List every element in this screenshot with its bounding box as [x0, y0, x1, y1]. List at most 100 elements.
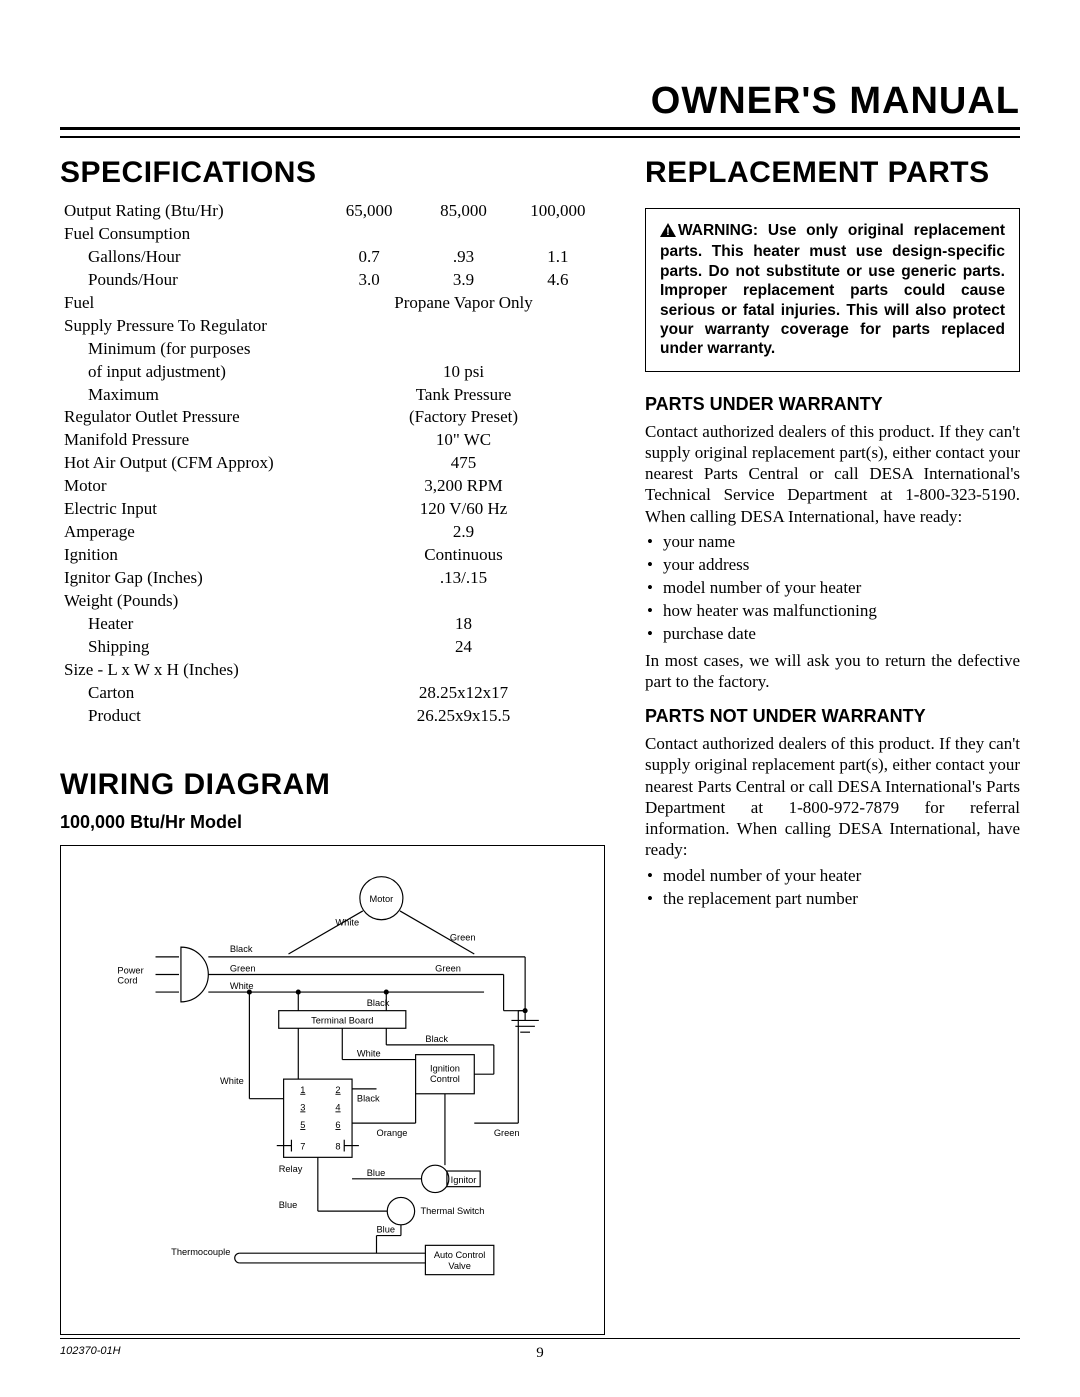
- spec-value: 26.25x9x15.5: [322, 705, 605, 728]
- table-row: Ignitor Gap (Inches).13/.15: [60, 567, 605, 590]
- spec-label: Supply Pressure To Regulator: [60, 315, 322, 338]
- specifications-heading: SPECIFICATIONS: [60, 156, 605, 190]
- spec-value: 18: [322, 613, 605, 636]
- spec-label: Motor: [60, 475, 322, 498]
- spec-value: [511, 223, 605, 246]
- spec-value: [322, 315, 416, 338]
- spec-label: Heater: [60, 613, 322, 636]
- list-item: the replacement part number: [645, 888, 1020, 911]
- svg-text:Orange: Orange: [377, 1127, 408, 1137]
- spec-label: Output Rating (Btu/Hr): [60, 200, 322, 223]
- svg-text:8: 8: [335, 1141, 340, 1151]
- spec-value: Tank Pressure: [322, 384, 605, 407]
- spec-label: Carton: [60, 682, 322, 705]
- svg-text:Blue: Blue: [377, 1224, 396, 1234]
- list-item: model number of your heater: [645, 865, 1020, 888]
- svg-text:Green: Green: [450, 932, 476, 942]
- svg-text:7: 7: [300, 1141, 305, 1151]
- table-row: Shipping24: [60, 636, 605, 659]
- parts-not-under-warranty-text: Contact authorized dealers of this produ…: [645, 733, 1020, 861]
- spec-label: Maximum: [60, 384, 322, 407]
- list-item: your name: [645, 531, 1020, 554]
- table-row: Minimum (for purposes: [60, 338, 605, 361]
- spec-label: Electric Input: [60, 498, 322, 521]
- svg-text:Relay: Relay: [279, 1164, 303, 1174]
- wiring-heading: WIRING DIAGRAM: [60, 768, 605, 802]
- spec-label: Hot Air Output (CFM Approx): [60, 452, 322, 475]
- svg-text:Control: Control: [430, 1074, 460, 1084]
- table-row: Output Rating (Btu/Hr)65,00085,000100,00…: [60, 200, 605, 223]
- svg-text:White: White: [220, 1076, 244, 1086]
- list-item: your address: [645, 554, 1020, 577]
- svg-text:Blue: Blue: [279, 1200, 298, 1210]
- table-row: Amperage2.9: [60, 521, 605, 544]
- svg-text:Thermal Switch: Thermal Switch: [421, 1206, 485, 1216]
- warning-icon: !: [660, 223, 676, 242]
- wiring-diagram: Motor White Green Power Cord: [60, 845, 605, 1335]
- spec-value: Propane Vapor Only: [322, 292, 605, 315]
- warning-box: ! WARNING: Use only original replacement…: [645, 208, 1020, 372]
- spec-value: 28.25x12x17: [322, 682, 605, 705]
- svg-text:5: 5: [300, 1120, 305, 1130]
- svg-text:Auto Control: Auto Control: [434, 1250, 486, 1260]
- page-title: OWNER'S MANUAL: [60, 80, 1020, 123]
- header-rule-bottom: [60, 136, 1020, 138]
- table-row: Product26.25x9x15.5: [60, 705, 605, 728]
- spec-label: Fuel Consumption: [60, 223, 322, 246]
- spec-value: 3.0: [322, 269, 416, 292]
- spec-value: 1.1: [511, 246, 605, 269]
- spec-value: 85,000: [416, 200, 510, 223]
- list-item: model number of your heater: [645, 577, 1020, 600]
- spec-label: Weight (Pounds): [60, 590, 322, 613]
- spec-value: 24: [322, 636, 605, 659]
- spec-value: 3.9: [416, 269, 510, 292]
- spec-label: Fuel: [60, 292, 322, 315]
- table-row: MaximumTank Pressure: [60, 384, 605, 407]
- svg-text:3: 3: [300, 1102, 305, 1112]
- table-row: Gallons/Hour0.7.931.1: [60, 246, 605, 269]
- table-row: IgnitionContinuous: [60, 544, 605, 567]
- table-row: Regulator Outlet Pressure(Factory Preset…: [60, 406, 605, 429]
- spec-label: Size - L x W x H (Inches): [60, 659, 322, 682]
- svg-text:Black: Black: [425, 1034, 448, 1044]
- warranty-list: your nameyour addressmodel number of you…: [645, 531, 1020, 646]
- not-warranty-list: model number of your heaterthe replaceme…: [645, 865, 1020, 911]
- svg-text:!: !: [666, 226, 670, 237]
- table-row: Pounds/Hour3.03.94.6: [60, 269, 605, 292]
- spec-value: 4.6: [511, 269, 605, 292]
- parts-under-warranty-text2: In most cases, we will ask you to return…: [645, 650, 1020, 693]
- svg-text:Green: Green: [435, 963, 461, 973]
- spec-label: Amperage: [60, 521, 322, 544]
- table-row: Supply Pressure To Regulator: [60, 315, 605, 338]
- spec-label: Gallons/Hour: [60, 246, 322, 269]
- spec-value: 0.7: [322, 246, 416, 269]
- table-row: Manifold Pressure10" WC: [60, 429, 605, 452]
- svg-text:Thermocouple: Thermocouple: [171, 1247, 230, 1257]
- svg-text:Black: Black: [367, 997, 390, 1007]
- header-rule-top: [60, 127, 1020, 130]
- table-row: FuelPropane Vapor Only: [60, 292, 605, 315]
- list-item: purchase date: [645, 623, 1020, 646]
- spec-value: [322, 659, 416, 682]
- spec-value: [511, 590, 605, 613]
- spec-label: Product: [60, 705, 322, 728]
- parts-under-warranty-heading: PARTS UNDER WARRANTY: [645, 394, 1020, 415]
- spec-label: Regulator Outlet Pressure: [60, 406, 322, 429]
- table-row: Electric Input120 V/60 Hz: [60, 498, 605, 521]
- spec-value: [511, 315, 605, 338]
- motor-label: Motor: [370, 894, 394, 904]
- parts-not-under-warranty-heading: PARTS NOT UNDER WARRANTY: [645, 706, 1020, 727]
- page-footer: 102370-01H 9: [60, 1338, 1020, 1357]
- spec-value: .13/.15: [322, 567, 605, 590]
- svg-text:Black: Black: [230, 944, 253, 954]
- list-item: how heater was malfunctioning: [645, 600, 1020, 623]
- svg-text:Power: Power: [117, 965, 143, 975]
- svg-text:2: 2: [335, 1084, 340, 1094]
- svg-text:White: White: [357, 1048, 381, 1058]
- parts-under-warranty-text: Contact authorized dealers of this produ…: [645, 421, 1020, 527]
- table-row: Motor3,200 RPM: [60, 475, 605, 498]
- svg-text:Blue: Blue: [367, 1167, 386, 1177]
- spec-value: 120 V/60 Hz: [322, 498, 605, 521]
- spec-value: [416, 338, 510, 361]
- svg-text:White: White: [335, 917, 359, 927]
